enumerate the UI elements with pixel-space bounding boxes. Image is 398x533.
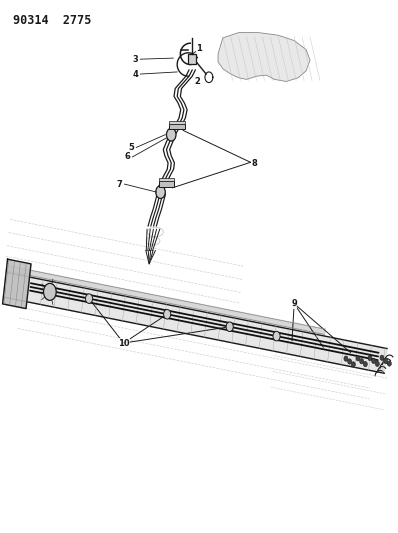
Text: 1: 1 (196, 44, 202, 53)
Text: 2: 2 (194, 77, 200, 86)
Circle shape (226, 322, 233, 332)
Circle shape (372, 358, 376, 364)
Text: 7: 7 (117, 180, 123, 189)
Text: 4: 4 (133, 70, 139, 78)
Text: 10: 10 (118, 338, 129, 348)
Text: 6: 6 (125, 152, 131, 161)
Circle shape (156, 185, 165, 198)
Circle shape (375, 361, 379, 367)
Bar (159, 181, 174, 187)
Circle shape (43, 284, 56, 301)
Circle shape (86, 294, 93, 303)
Bar (188, 54, 196, 64)
Bar (169, 121, 185, 124)
Text: 8: 8 (252, 159, 258, 168)
Text: 5: 5 (129, 143, 135, 152)
Bar (169, 124, 185, 130)
Circle shape (351, 362, 355, 367)
Circle shape (164, 310, 171, 319)
Text: 90314  2775: 90314 2775 (13, 14, 91, 27)
Circle shape (387, 361, 391, 366)
Polygon shape (2, 259, 31, 309)
Bar (159, 178, 174, 181)
Text: 3: 3 (133, 55, 139, 63)
Circle shape (273, 332, 280, 341)
Circle shape (347, 359, 351, 364)
Polygon shape (218, 33, 310, 82)
Circle shape (360, 359, 364, 364)
Text: 9: 9 (291, 299, 297, 308)
Polygon shape (5, 273, 387, 373)
Circle shape (363, 361, 367, 367)
Circle shape (166, 128, 176, 141)
Circle shape (368, 356, 372, 361)
Circle shape (384, 358, 388, 364)
Polygon shape (8, 266, 325, 335)
Circle shape (380, 355, 384, 360)
Circle shape (356, 356, 360, 361)
Circle shape (344, 356, 348, 361)
